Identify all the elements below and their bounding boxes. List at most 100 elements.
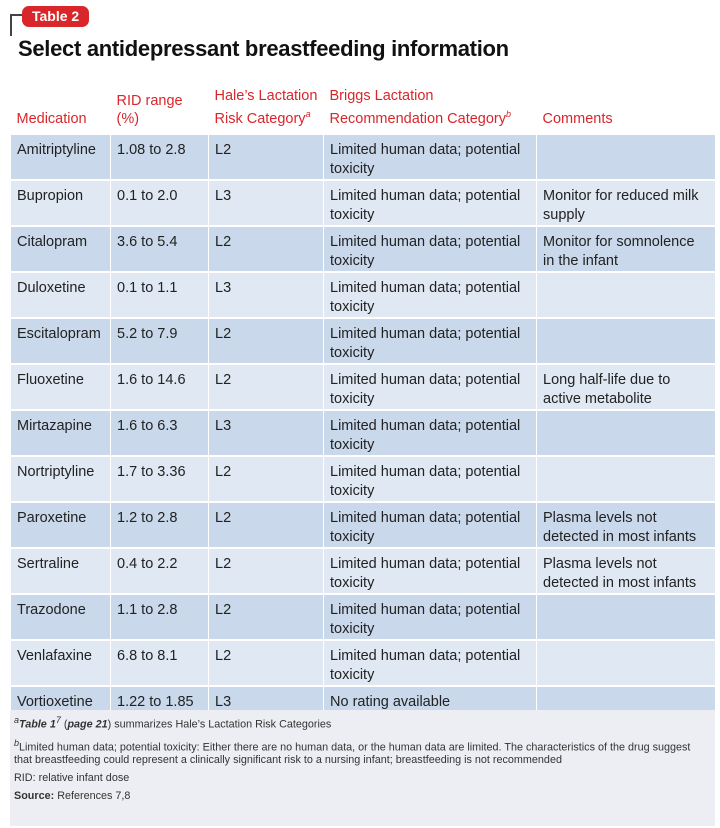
header-footnote-marker: a	[305, 109, 311, 120]
footnote-text: Table 1	[19, 718, 56, 731]
table-cell: L2	[208, 547, 324, 595]
table-cell: Limited human data; potential toxicity	[323, 271, 537, 319]
footnote-text: ) summarizes Hale’s Lactation Risk Categ…	[107, 718, 332, 731]
table-body: Amitriptyline 1.08 to 2.8 L2 Limited human …	[10, 133, 716, 732]
header-cell: Hale’s Lactation Risk Categorya	[209, 72, 324, 134]
empty-cell	[536, 455, 716, 503]
footnote-marker: 7	[55, 715, 61, 725]
table-cell: 0.4 to 2.2	[110, 547, 209, 595]
tag-bracket	[10, 14, 24, 36]
table-cell: L2	[208, 639, 324, 687]
table-cell: Limited human data; potential toxicity	[323, 317, 537, 365]
table-row: Trazodone 1.1 to 2.8 L2 Limited human data;…	[10, 593, 716, 641]
table-row: Escitalopram 5.2 to 7.9 L2 Limited human da…	[10, 317, 716, 365]
table-cell: Limited human data; potential toxicity	[323, 639, 537, 687]
table-cell: Fluoxetine	[10, 363, 111, 411]
table-cell: 1.6 to 14.6	[110, 363, 209, 411]
table-cell: Venlafaxine	[10, 639, 111, 687]
empty-cell	[536, 409, 716, 457]
empty-cell	[536, 593, 716, 641]
footnote: RID: relative infant dose	[14, 772, 711, 785]
table-cell: 5.2 to 7.9	[110, 317, 209, 365]
header-cell: Medication	[11, 72, 111, 134]
table-cell: 3.6 to 5.4	[110, 225, 209, 273]
table-cell: Limited human data; potential toxicity	[323, 547, 537, 595]
header-cell: Comments	[537, 72, 716, 134]
header-text: Medication	[16, 111, 87, 127]
footnote-text: Source:	[14, 790, 55, 803]
table-cell: 1.1 to 2.8	[110, 593, 209, 641]
table-cell: Limited human data; potential toxicity	[323, 225, 537, 273]
header-text: Hale’s Lactation Risk Category	[214, 88, 318, 127]
table-cell: Limited human data; potential toxicity	[323, 409, 537, 457]
table-cell: L2	[208, 133, 324, 181]
table-title: Select antidepressant breastfeeding info…	[18, 36, 509, 61]
table-cell: Paroxetine	[10, 501, 111, 549]
table-row: Citalopram 3.6 to 5.4 L2 Limited human data…	[10, 225, 716, 273]
header-text: Comments	[542, 111, 613, 127]
table-cell: Plasma levels not detected in most infan…	[536, 547, 716, 595]
table-row: Paroxetine 1.2 to 2.8 L2 Limited human data…	[10, 501, 716, 549]
table-cell: Trazodone	[10, 593, 111, 641]
empty-cell	[536, 133, 716, 181]
table-cell: Plasma levels not detected in most infan…	[536, 501, 716, 549]
table-cell: 1.7 to 3.36	[110, 455, 209, 503]
data-table: Medication RID range (%) Hale’s Lactation …	[10, 72, 716, 732]
table-cell: Limited human data; potential toxicity	[323, 593, 537, 641]
table-cell: 1.08 to 2.8	[110, 133, 209, 181]
table-cell: Limited human data; potential toxicity	[323, 501, 537, 549]
table-row: Duloxetine 0.1 to 1.1 L3 Limited human data…	[10, 271, 716, 319]
table-cell: Long half-life due to active metabolite	[536, 363, 716, 411]
table-cell: Bupropion	[10, 179, 111, 227]
table-row: Nortriptyline 1.7 to 3.36 L2 Limited human …	[10, 455, 716, 503]
footnote-marker: b	[14, 737, 20, 748]
table-cell: L2	[208, 455, 324, 503]
header-cell: RID range (%)	[111, 72, 209, 134]
footnote-text: (	[60, 718, 68, 731]
table-cell: Limited human data; potential toxicity	[323, 179, 537, 227]
table-cell: Mirtazapine	[10, 409, 111, 457]
table-cell: Duloxetine	[10, 271, 111, 319]
table-cell: 0.1 to 2.0	[110, 179, 209, 227]
footnote: Source: References 7,8	[14, 790, 711, 803]
table-cell: Citalopram	[10, 225, 111, 273]
empty-cell	[536, 639, 716, 687]
table-row: Bupropion 0.1 to 2.0 L3 Limited human data;…	[10, 179, 716, 227]
footnote: aTable 17 (page 21) summarizes Hale’s La…	[14, 714, 711, 732]
footnotes: aTable 17 (page 21) summarizes Hale’s La…	[10, 710, 715, 826]
header-row: Medication RID range (%) Hale’s Lactation …	[11, 72, 716, 134]
table-cell: L2	[208, 363, 324, 411]
table-cell: L3	[208, 271, 324, 319]
footnote-text: Limited human data; potential toxicity: …	[14, 741, 691, 767]
table-cell: L2	[208, 317, 324, 365]
table-cell: Nortriptyline	[10, 455, 111, 503]
table-cell: 1.2 to 2.8	[110, 501, 209, 549]
header-text: Briggs Lactation Recommendation Category	[329, 88, 507, 127]
table-cell: Limited human data; potential toxicity	[323, 363, 537, 411]
table-row: Amitriptyline 1.08 to 2.8 L2 Limited human …	[10, 133, 716, 181]
footnote-text: References 7,8	[54, 790, 131, 803]
table-label: Table 2	[22, 6, 90, 27]
empty-cell	[536, 317, 716, 365]
table-cell: Escitalopram	[10, 317, 111, 365]
empty-cell	[536, 271, 716, 319]
footnote-marker: a	[14, 715, 20, 725]
table-cell: 0.1 to 1.1	[110, 271, 209, 319]
table-cell: Limited human data; potential toxicity	[323, 133, 537, 181]
table-cell: L3	[208, 409, 324, 457]
table-cell: 6.8 to 8.1	[110, 639, 209, 687]
table-cell: L2	[208, 593, 324, 641]
header-footnote-marker: b	[506, 109, 512, 120]
header-text: RID range (%)	[116, 93, 183, 127]
footnote: bLimited human data; potential toxicity:…	[14, 737, 711, 768]
footnote-text: page 21	[67, 718, 108, 731]
table-cell: Limited human data; potential toxicity	[323, 455, 537, 503]
table-cell: Monitor for reduced milk supply	[536, 179, 716, 227]
header-cell: Briggs Lactation Recommendation Category…	[324, 72, 537, 134]
table-row: Fluoxetine 1.6 to 14.6 L2 Limited human dat…	[10, 363, 716, 411]
table-cell: L3	[208, 179, 324, 227]
table-cell: L2	[208, 501, 324, 549]
table-cell: Monitor for somnolence in the infant	[536, 225, 716, 273]
table-cell: 1.6 to 6.3	[110, 409, 209, 457]
table-row: Venlafaxine 6.8 to 8.1 L2 Limited human dat…	[10, 639, 716, 687]
